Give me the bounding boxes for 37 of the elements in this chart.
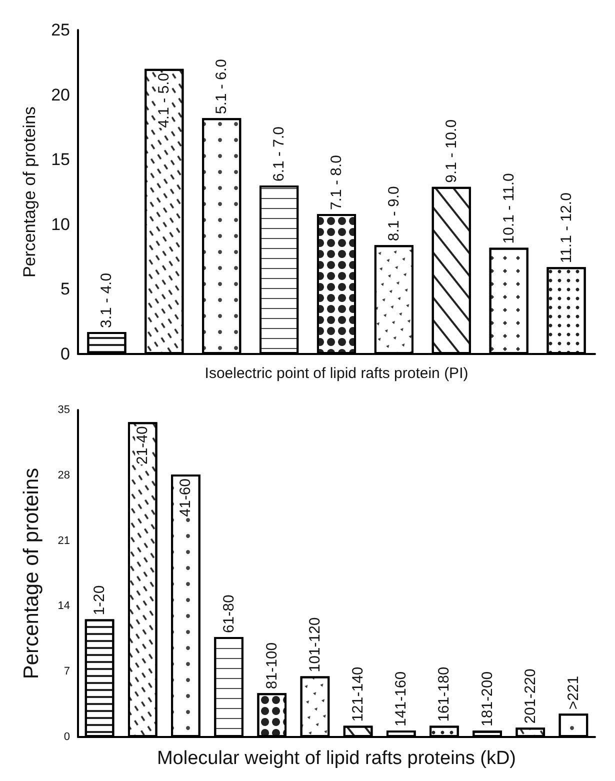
x-tick-label: 8.1 - 9.0 [385,186,402,242]
x-tick-label: 161-180 [436,666,453,722]
y-axis-title: Percentage of proteins [20,468,43,680]
x-tick-label: 81-100 [263,642,280,690]
y-tick-label: 15 [51,150,70,170]
y-tick-label: 7 [64,666,70,678]
x-axis-title: Isoelectric point of lipid rafts protein (PI) [204,365,468,382]
x-tick-label: 61-80 [220,594,238,634]
x-tick-label: 21-40 [134,426,152,465]
x-tick-label: 3.1 - 4.0 [98,272,116,328]
y-tick-label: 28 [58,469,70,482]
x-tick-label: 41-60 [177,478,194,517]
x-tick-label: 11.1 - 12.0 [558,192,575,264]
y-tick-label: 14 [58,600,70,612]
y-tick-label: 0 [64,731,70,743]
y-tick-label: 25 [51,20,70,40]
x-tick-label: 9.1 - 10.0 [442,119,460,183]
x-axis-title: Molecular weight of lipid rafts proteins (kD) [156,748,516,769]
x-tick-label: 121-140 [350,666,367,722]
y-tick-label: 21 [58,534,70,547]
x-tick-label: >221 [564,676,582,710]
y-tick-label: 0 [60,344,70,364]
y-tick-label: 5 [60,280,70,299]
x-tick-label: 10.1 - 11.0 [500,173,518,244]
x-tick-label: 181-200 [478,671,496,726]
x-tick-label: 141-160 [392,671,410,726]
y-tick-label: 20 [51,85,70,104]
y-tick-label: 10 [51,214,70,234]
x-tick-label: 4.1 - 5.0 [156,72,173,128]
y-axis-title: Percentage of proteins [20,106,39,278]
x-tick-label: 101-120 [306,617,324,672]
x-tick-label: 6.1 - 7.0 [270,126,288,182]
x-tick-label: 7.1 - 8.0 [328,154,345,210]
x-tick-label: 1-20 [91,585,108,616]
y-tick-label: 35 [58,404,70,416]
x-tick-label: 201-220 [522,668,539,724]
x-tick-label: 5.1 - 6.0 [213,59,230,114]
